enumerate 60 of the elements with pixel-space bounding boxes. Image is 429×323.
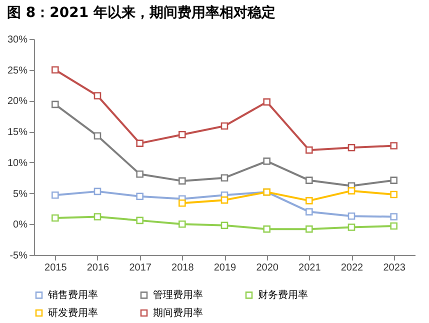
point xyxy=(390,142,398,150)
x-tick-label: 2017 xyxy=(129,262,152,274)
point xyxy=(52,191,59,199)
y-tick-label: 10% xyxy=(7,158,28,169)
x-tick-label: 2016 xyxy=(86,262,110,274)
point xyxy=(178,131,186,138)
x-tick-label: 2018 xyxy=(172,262,194,274)
y-tick-label: -5% xyxy=(10,250,28,262)
point xyxy=(306,176,313,184)
legend-label: 期间费用率 xyxy=(153,307,203,319)
point xyxy=(263,158,270,165)
point xyxy=(306,197,313,204)
point xyxy=(306,225,313,233)
point xyxy=(94,188,102,196)
point xyxy=(52,214,59,222)
point xyxy=(263,98,270,106)
point xyxy=(94,132,102,140)
point xyxy=(94,92,102,100)
y-tick-label: 15% xyxy=(7,127,28,138)
x-tick-label: 2015 xyxy=(44,262,68,274)
point xyxy=(348,144,356,152)
point xyxy=(136,216,144,224)
legend-label: 研发费用率 xyxy=(48,307,98,319)
point xyxy=(390,222,398,230)
point xyxy=(348,187,356,194)
point xyxy=(52,100,59,108)
x-tick-label: 2020 xyxy=(256,262,279,274)
point xyxy=(390,176,398,184)
point xyxy=(136,170,144,178)
point xyxy=(178,177,186,185)
point xyxy=(220,174,228,182)
point xyxy=(306,146,313,154)
point xyxy=(178,220,186,228)
y-tick-label: 0% xyxy=(13,220,28,231)
point xyxy=(136,140,144,147)
point xyxy=(390,190,398,198)
chart-title: 图 8：2021 年以来，期间费用率相对稳定 xyxy=(6,4,276,21)
point xyxy=(348,224,356,231)
legend-label: 管理费用率 xyxy=(153,289,203,302)
point xyxy=(52,66,59,74)
legend-label: 销售费用率 xyxy=(47,289,98,302)
point xyxy=(136,192,144,200)
x-tick-label: 2023 xyxy=(383,262,406,274)
point xyxy=(390,213,398,220)
legend-label: 财务费用率 xyxy=(258,289,308,302)
point xyxy=(348,212,356,220)
point xyxy=(220,222,228,230)
point xyxy=(94,213,102,220)
point xyxy=(263,225,270,233)
y-tick-label: 20% xyxy=(7,96,28,108)
x-tick-label: 2019 xyxy=(214,262,237,274)
point xyxy=(178,200,186,207)
y-tick-label: 5% xyxy=(13,188,28,200)
y-tick-label: 30% xyxy=(7,34,28,46)
point xyxy=(220,122,228,130)
y-tick-label: 25% xyxy=(7,65,28,76)
point xyxy=(306,208,313,216)
point xyxy=(220,196,228,204)
x-tick-label: 2022 xyxy=(340,262,364,274)
x-tick-label: 2021 xyxy=(298,262,322,274)
